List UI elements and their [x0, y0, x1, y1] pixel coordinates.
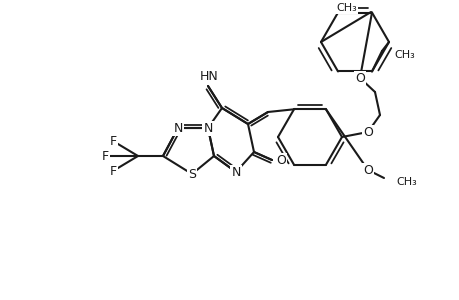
- Text: N: N: [173, 122, 182, 134]
- Text: S: S: [188, 167, 196, 181]
- Text: O: O: [362, 164, 372, 176]
- Text: N: N: [203, 122, 212, 134]
- Text: O: O: [362, 125, 372, 139]
- Text: F: F: [109, 134, 116, 148]
- Text: CH₃: CH₃: [336, 3, 356, 13]
- Text: N: N: [231, 166, 240, 178]
- Text: CH₃: CH₃: [393, 50, 414, 60]
- Text: O: O: [275, 154, 285, 166]
- Text: F: F: [101, 149, 108, 163]
- Text: O: O: [354, 71, 364, 85]
- Text: F: F: [109, 164, 116, 178]
- Text: HN: HN: [200, 70, 218, 83]
- Text: CH₃: CH₃: [395, 177, 416, 187]
